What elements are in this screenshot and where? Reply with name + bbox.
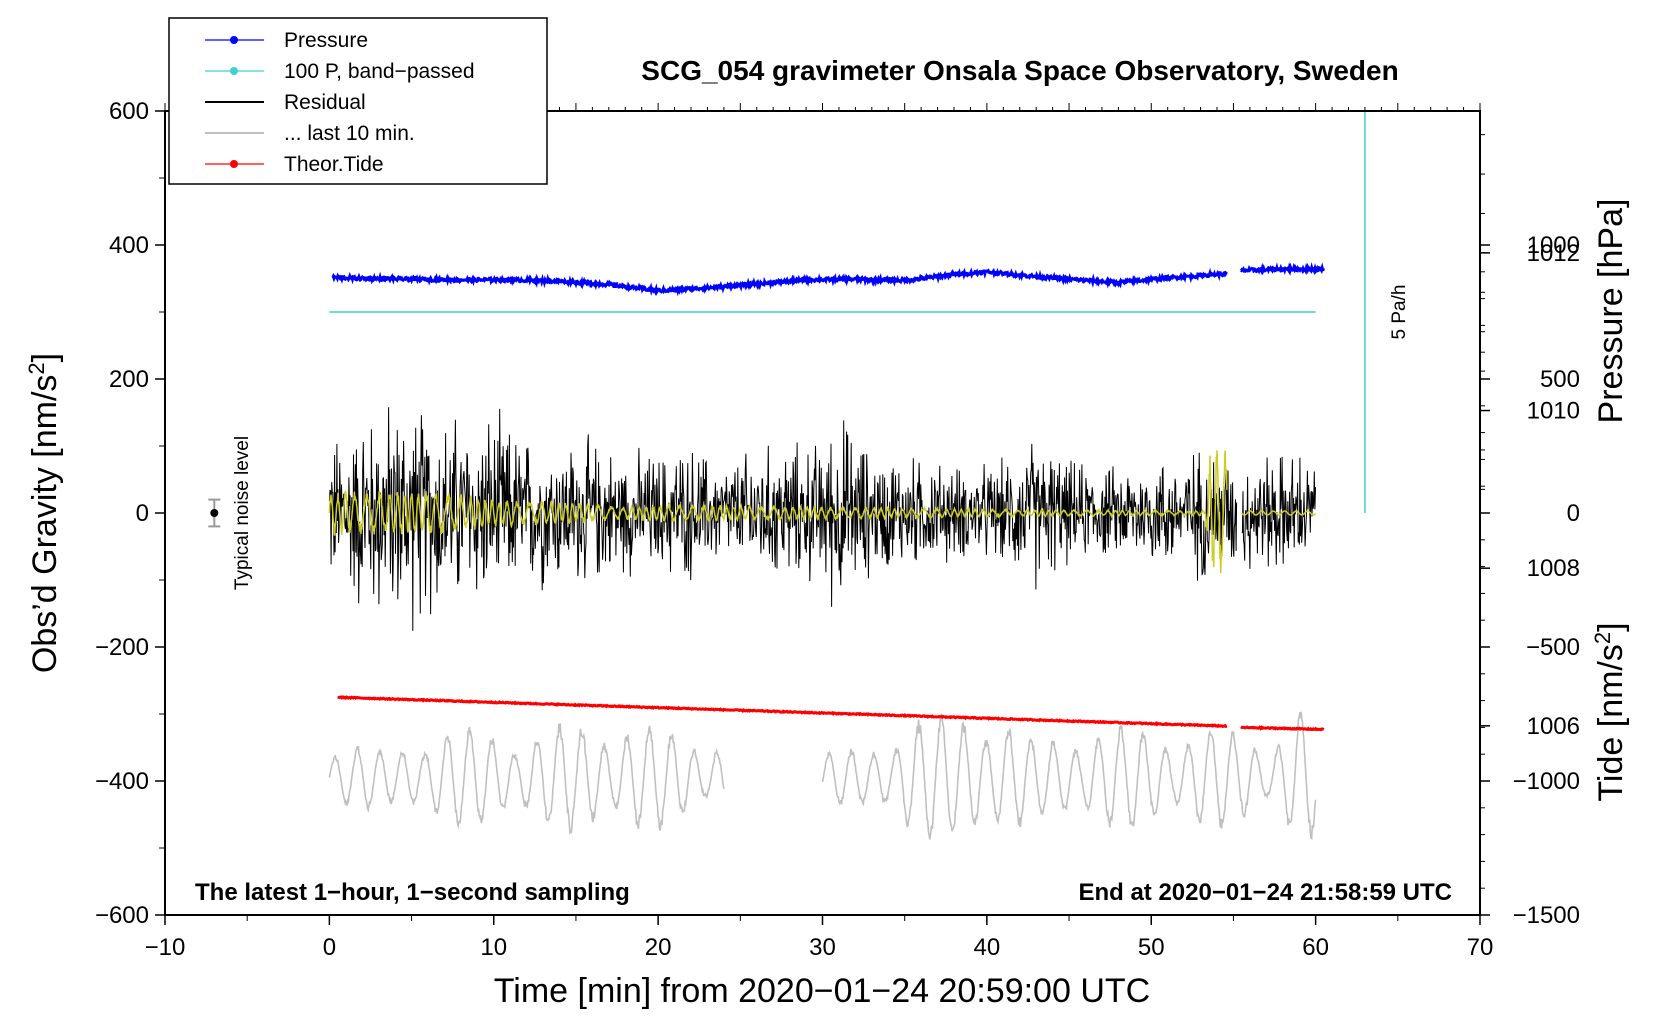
band-passed-residual-series <box>328 450 1317 574</box>
x-axis-title: Time [min] from 2020−01−24 20:59:00 UTC <box>494 972 1150 1010</box>
y-axis-title-left: Obs’d Gravity [nm/s2] <box>24 353 65 673</box>
y-axis-title-pressure: Pressure [hPa] <box>1592 199 1630 424</box>
annotation-sampling: The latest 1−hour, 1−second sampling <box>195 879 630 906</box>
x-tick-label: 30 <box>809 934 836 961</box>
y-tick-label: −400 <box>95 768 149 795</box>
pressure-tick-label: 1006 <box>1527 713 1580 740</box>
y-tick-label: 400 <box>109 232 149 259</box>
y-axis-title-left-sup: 2 <box>24 362 49 374</box>
theoretical-tide-series <box>337 695 1325 732</box>
noise-level-marker <box>210 509 219 517</box>
x-tick-label: 50 <box>1138 934 1165 961</box>
chart-title: SCG_054 gravimeter Onsala Space Observat… <box>641 55 1398 86</box>
plot-frame <box>164 110 1481 916</box>
legend-label: Pressure <box>284 29 368 52</box>
tide-tick-label: 1000 <box>1527 232 1580 259</box>
y-axis-title-tide-sup: 2 <box>1590 632 1615 644</box>
legend-label: ... last 10 min. <box>284 122 415 145</box>
tide-tick-label: −1000 <box>1513 768 1580 795</box>
tide-tick-label: −500 <box>1526 634 1580 661</box>
y-tick-label: 0 <box>136 500 149 527</box>
y-tick-label: 600 <box>109 98 149 125</box>
x-tick-label: 40 <box>974 934 1001 961</box>
tide-tick-label: −1500 <box>1513 902 1580 929</box>
residual-series <box>328 407 1316 631</box>
legend-swatch-marker <box>230 36 238 44</box>
y-axis-title-left-end: ] <box>26 353 64 362</box>
pressure-tick-label: 1008 <box>1527 555 1580 582</box>
last-10-min-series <box>328 711 1317 840</box>
legend-label: Residual <box>284 91 366 114</box>
x-tick-label: −10 <box>145 934 186 961</box>
tide-tick-label: 0 <box>1567 500 1580 527</box>
axes-layer: −10 0 10 20 30 40 50 60 70 600 400 200 0 −200 −400 −600… <box>95 98 1580 961</box>
legend-items: Pressure 100 P, band−passed Residual ... la… <box>205 29 475 176</box>
y-axis-title-left-main: Obs’d Gravity [nm/s <box>26 375 64 674</box>
y-axis-title-tide-main: Tide [nm/s <box>1592 644 1630 801</box>
legend: Pressure 100 P, band−passed Residual ... la… <box>168 17 548 185</box>
scale-bar-label: 5 Pa/h <box>1389 285 1410 340</box>
x-tick-label: 0 <box>323 934 336 961</box>
y-axis-title-tide-end: ] <box>1592 622 1630 631</box>
pressure-series <box>331 261 1325 297</box>
x-tick-label: 60 <box>1302 934 1329 961</box>
x-tick-label: 70 <box>1467 934 1494 961</box>
y-axis-title-tide: Tide [nm/s2] <box>1590 622 1631 801</box>
legend-swatch-marker <box>230 160 238 168</box>
tide-tick-label: 500 <box>1540 366 1580 393</box>
y-tick-label: 200 <box>109 366 149 393</box>
legend-label: Theor.Tide <box>284 153 384 176</box>
legend-swatch-marker <box>230 67 238 75</box>
legend-label: 100 P, band−passed <box>284 60 475 83</box>
series-layer <box>208 111 1366 840</box>
y-tick-label: −200 <box>95 634 149 661</box>
annotation-end-time: End at 2020−01−24 21:58:59 UTC <box>1078 879 1452 906</box>
x-tick-label: 20 <box>645 934 672 961</box>
y-tick-label: −600 <box>95 902 149 929</box>
pressure-tick-label: 1010 <box>1527 398 1580 425</box>
pressure-tick-label: 1012 <box>1527 240 1580 267</box>
noise-level-label: Typical noise level <box>232 436 253 590</box>
x-tick-label: 10 <box>480 934 507 961</box>
